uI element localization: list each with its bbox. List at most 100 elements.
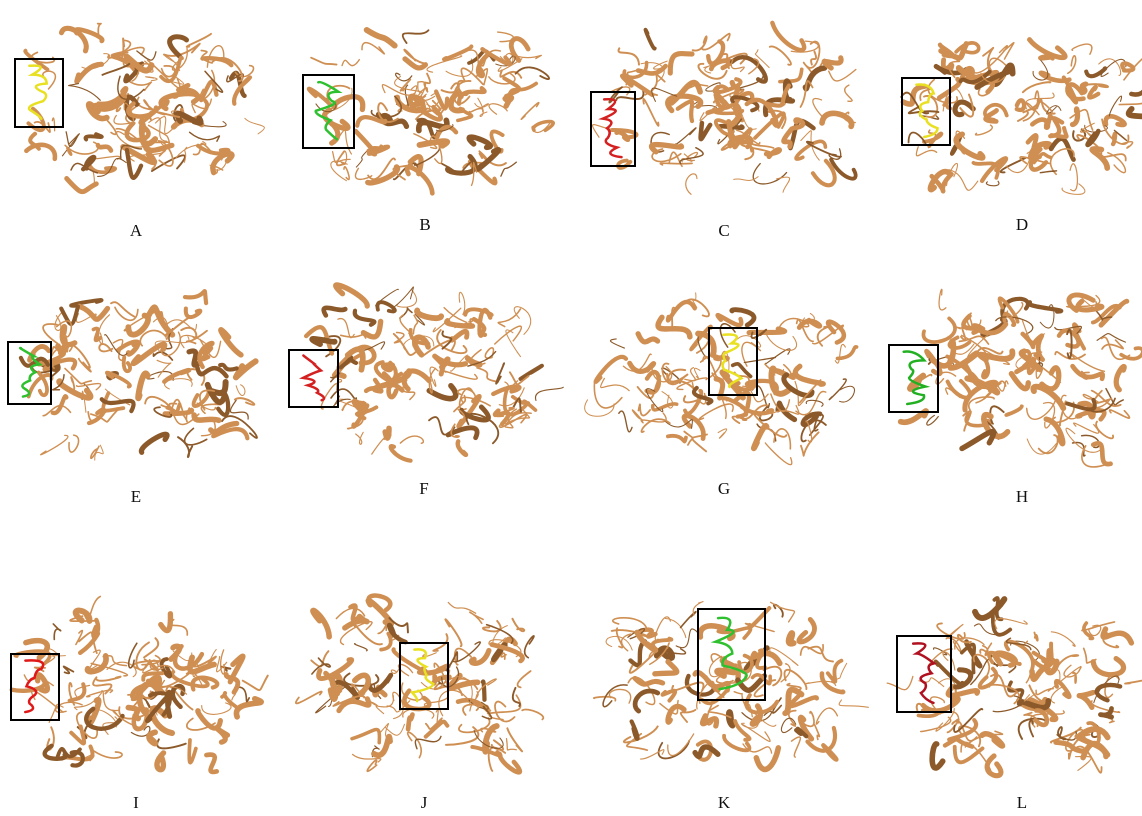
ribbon — [350, 606, 359, 620]
ribbon — [645, 30, 654, 49]
panel: A — [15, 24, 264, 240]
panel-label: D — [1016, 215, 1028, 234]
protein-structure — [25, 24, 264, 192]
ribbon — [470, 612, 483, 623]
ribbon — [1109, 96, 1121, 116]
protein-structure — [585, 293, 857, 465]
ribbon — [824, 58, 841, 68]
ribbon — [37, 675, 47, 691]
ribbon — [141, 434, 167, 452]
panel-label: H — [1016, 487, 1028, 506]
ribbon — [770, 46, 791, 64]
ribbon — [413, 315, 417, 333]
ribbon — [939, 289, 946, 310]
ribbon — [647, 372, 659, 392]
panel: I — [11, 596, 268, 812]
ribbon — [601, 378, 630, 390]
ribbon — [444, 371, 477, 379]
ribbon — [99, 344, 112, 351]
ribbon — [245, 118, 265, 134]
ribbon — [829, 379, 846, 400]
ribbon — [921, 717, 951, 731]
ribbon — [638, 404, 650, 415]
ribbon — [655, 662, 677, 674]
ribbon — [766, 333, 797, 350]
ribbon — [1122, 63, 1133, 70]
ribbon — [352, 730, 379, 743]
page: ABCDEFGHIJKL (() => { const data = JSON.… — [0, 0, 1142, 816]
ribbon — [236, 385, 245, 396]
ribbon — [618, 48, 639, 64]
ribbon — [718, 429, 727, 438]
protein-structure — [306, 285, 563, 461]
ribbon — [956, 134, 983, 158]
ribbon — [235, 398, 254, 405]
ribbon — [408, 732, 422, 757]
ribbon — [236, 699, 261, 717]
ribbon — [1093, 443, 1110, 464]
ribbon — [1039, 435, 1058, 453]
ribbon — [522, 710, 543, 720]
ribbon — [1093, 659, 1123, 675]
ribbon — [312, 339, 335, 344]
ribbon — [362, 43, 384, 54]
highlight-box — [11, 654, 59, 720]
ribbon — [752, 706, 760, 724]
ribbon — [962, 432, 994, 449]
ribbon — [789, 633, 794, 643]
ribbon — [26, 145, 55, 159]
panel-label: C — [718, 221, 729, 240]
ribbon — [1089, 87, 1098, 98]
ribbon — [835, 344, 845, 363]
panel: K — [594, 602, 869, 812]
ribbon — [65, 369, 91, 384]
ribbon — [448, 602, 475, 613]
ribbon — [391, 669, 399, 674]
ribbon — [956, 670, 971, 687]
ribbon — [356, 131, 375, 154]
ribbon — [717, 671, 733, 676]
ribbon — [76, 630, 83, 644]
ribbon — [1106, 116, 1125, 125]
panel-label: J — [421, 793, 428, 812]
ribbon — [619, 411, 632, 432]
protein-structure — [593, 23, 856, 194]
ribbon — [754, 426, 767, 449]
ribbon — [53, 396, 67, 413]
ribbon — [513, 688, 520, 706]
ribbon — [927, 415, 939, 425]
ribbon — [127, 80, 151, 90]
ribbon — [729, 712, 733, 726]
ribbon — [339, 699, 369, 711]
ribbon — [1057, 655, 1078, 667]
ribbon — [221, 650, 225, 674]
ribbon — [26, 641, 47, 658]
panel: C — [591, 23, 856, 240]
ribbon — [518, 671, 531, 687]
ribbon — [525, 636, 534, 658]
figure: ABCDEFGHIJKL — [0, 0, 1142, 816]
ribbon — [638, 66, 665, 73]
ribbon — [801, 645, 823, 655]
ribbon — [643, 99, 658, 126]
ribbon — [655, 617, 670, 640]
ribbon — [296, 692, 322, 704]
ribbon — [67, 345, 90, 368]
panel: G — [585, 293, 857, 498]
ribbon — [221, 330, 241, 355]
ribbon — [355, 644, 368, 651]
ribbon — [111, 302, 134, 317]
ribbon — [1027, 396, 1057, 419]
ribbon — [507, 728, 522, 751]
ribbon — [514, 307, 530, 335]
ribbon — [630, 641, 644, 665]
ribbon — [70, 377, 74, 390]
ribbon — [138, 373, 147, 398]
ribbon — [755, 113, 784, 138]
ribbon — [485, 348, 493, 358]
ribbon — [840, 386, 855, 402]
ribbon — [1011, 374, 1028, 389]
ribbon — [429, 386, 456, 399]
ribbon — [372, 433, 390, 454]
ribbon — [1129, 109, 1142, 129]
